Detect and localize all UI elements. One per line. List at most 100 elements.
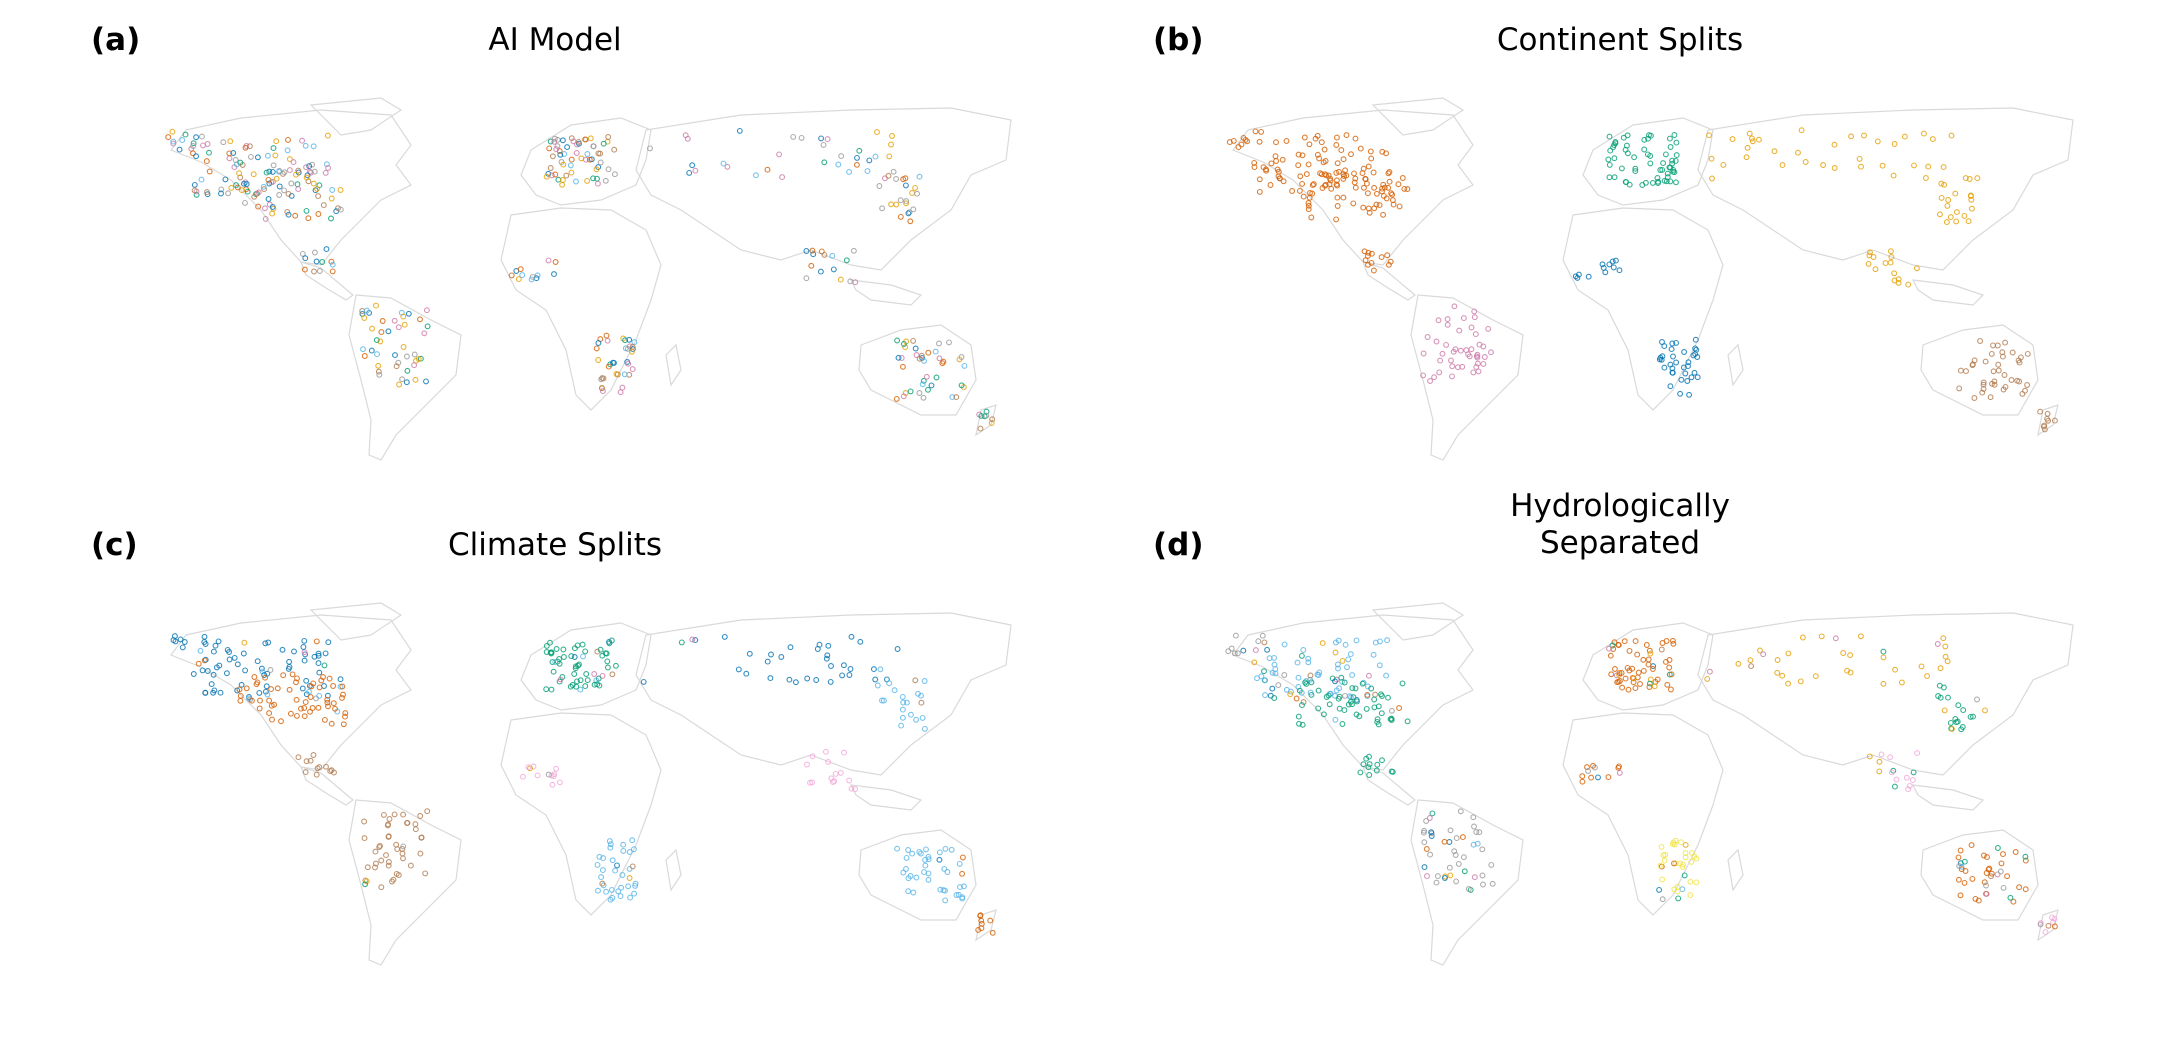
station-marker <box>720 160 727 167</box>
station-marker <box>266 697 273 704</box>
station-marker <box>606 838 613 845</box>
station-marker <box>1359 170 1366 177</box>
station-marker <box>1353 711 1360 718</box>
station-marker <box>958 382 965 389</box>
station-marker <box>1936 211 1943 218</box>
station-marker <box>1612 140 1619 147</box>
station-marker <box>1709 175 1715 182</box>
station-marker <box>1929 136 1936 143</box>
station-marker <box>2004 873 2011 880</box>
station-marker <box>913 716 920 723</box>
station-marker <box>404 367 411 374</box>
station-marker <box>1990 368 1997 375</box>
station-marker <box>1615 641 1622 648</box>
station-marker <box>599 867 606 874</box>
station-marker <box>310 143 317 150</box>
station-marker <box>1301 134 1308 141</box>
station-marker <box>265 196 272 202</box>
station-marker <box>1878 751 1885 758</box>
station-marker <box>1616 267 1623 274</box>
panel-title-line: Separated <box>1539 525 1701 561</box>
station-marker <box>1434 873 1441 880</box>
station-marker <box>190 671 197 677</box>
station-marker <box>840 662 847 669</box>
station-marker <box>567 162 574 169</box>
station-marker <box>1967 713 1974 720</box>
station-marker <box>1428 833 1435 839</box>
station-marker <box>1429 810 1436 817</box>
panel-label: (d) <box>1153 527 1204 563</box>
station-marker <box>1340 194 1347 201</box>
station-marker <box>403 353 410 360</box>
station-marker <box>907 711 914 718</box>
station-marker <box>176 146 183 153</box>
station-marker <box>320 202 327 209</box>
station-marker <box>1840 650 1847 656</box>
station-marker <box>803 248 810 254</box>
station-marker <box>210 671 217 678</box>
station-marker <box>989 416 996 423</box>
station-marker <box>400 344 407 350</box>
station-marker <box>412 826 419 833</box>
station-marker <box>1441 875 1448 881</box>
panel-title: AI Model <box>0 22 1110 59</box>
station-marker <box>1314 151 1321 158</box>
station-marker <box>978 920 985 927</box>
land-outline-europe <box>520 117 652 206</box>
station-marker <box>1453 878 1460 885</box>
station-marker <box>919 714 926 721</box>
station-marker <box>626 875 633 881</box>
station-marker <box>1961 879 1968 886</box>
station-marker <box>373 302 379 309</box>
station-marker <box>261 186 268 193</box>
station-marker <box>629 366 636 373</box>
station-marker <box>830 779 836 786</box>
land-outline-se-asia-islands <box>849 279 923 306</box>
station-marker <box>1336 705 1343 712</box>
station-marker <box>1366 761 1373 768</box>
station-marker <box>607 841 614 848</box>
station-marker <box>312 187 319 194</box>
station-marker <box>1979 389 1986 396</box>
station-marker <box>571 654 578 660</box>
station-marker <box>1981 879 1988 886</box>
station-marker <box>1692 345 1699 352</box>
station-marker <box>1305 202 1312 209</box>
station-marker <box>899 706 906 713</box>
station-marker <box>1460 315 1467 322</box>
station-marker <box>1892 666 1899 673</box>
station-marker <box>1957 847 1964 854</box>
station-marker <box>412 821 419 828</box>
station-marker <box>1336 168 1342 175</box>
station-marker <box>615 888 622 895</box>
station-marker <box>818 135 825 142</box>
station-marker <box>682 132 689 139</box>
station-marker <box>2041 426 2048 433</box>
land-outline-new-zealand <box>975 909 997 942</box>
station-marker <box>614 862 620 869</box>
station-marker <box>1452 852 1459 858</box>
station-marker <box>909 190 916 196</box>
station-marker <box>1372 691 1379 698</box>
station-marker <box>1994 342 2001 349</box>
station-marker <box>234 184 241 191</box>
station-marker <box>767 675 774 682</box>
station-marker <box>1882 260 1889 267</box>
station-marker <box>1616 670 1623 677</box>
station-marker <box>563 172 570 179</box>
station-marker <box>1664 170 1671 177</box>
station-marker <box>1252 128 1259 135</box>
land-outline-africa <box>500 712 662 916</box>
station-marker <box>328 195 335 202</box>
station-marker <box>281 169 288 176</box>
station-marker <box>2037 408 2044 415</box>
station-marker <box>216 662 223 669</box>
station-marker <box>534 272 541 279</box>
station-marker <box>1655 180 1661 186</box>
station-marker <box>590 143 597 150</box>
station-marker <box>1965 218 1972 225</box>
station-marker <box>599 880 606 887</box>
station-marker <box>1262 692 1269 699</box>
station-marker <box>1332 716 1339 723</box>
station-marker <box>1228 645 1235 652</box>
